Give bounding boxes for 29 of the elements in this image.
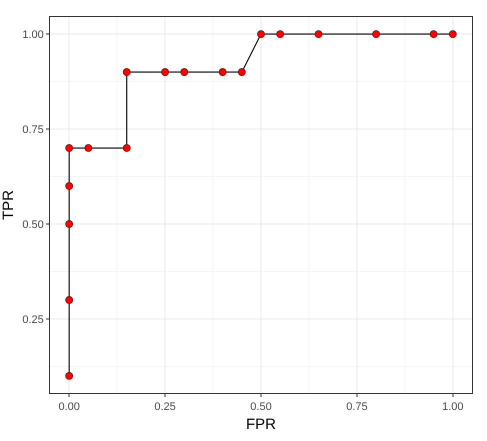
point: [218, 68, 227, 76]
point: [430, 30, 438, 38]
y-tick-label: 0.50: [22, 218, 44, 231]
x-tick-label: 1.00: [442, 401, 464, 414]
point: [161, 68, 169, 76]
y-tick-label: 1.00: [22, 28, 44, 41]
y-tick-label: 0.75: [22, 124, 44, 136]
point: [448, 30, 457, 38]
point: [65, 220, 74, 228]
x-tick-label: 0.50: [250, 401, 272, 414]
point: [372, 30, 380, 38]
y-axis-title: TPR: [0, 190, 17, 220]
point: [122, 144, 131, 152]
point: [314, 30, 322, 38]
x-tick-label: 0.25: [154, 401, 176, 414]
point: [84, 144, 92, 152]
x-tick-label: 0.75: [346, 401, 368, 414]
x-tick-label: 0.00: [58, 401, 80, 414]
x-axis-title: FPR: [246, 416, 276, 434]
point: [180, 68, 188, 76]
point: [122, 68, 131, 76]
point: [276, 30, 284, 38]
point: [65, 296, 74, 304]
point: [238, 68, 246, 76]
point: [257, 30, 265, 38]
point: [65, 372, 74, 380]
point: [65, 144, 74, 152]
point: [65, 182, 74, 190]
y-tick-label: 0.25: [22, 314, 44, 326]
